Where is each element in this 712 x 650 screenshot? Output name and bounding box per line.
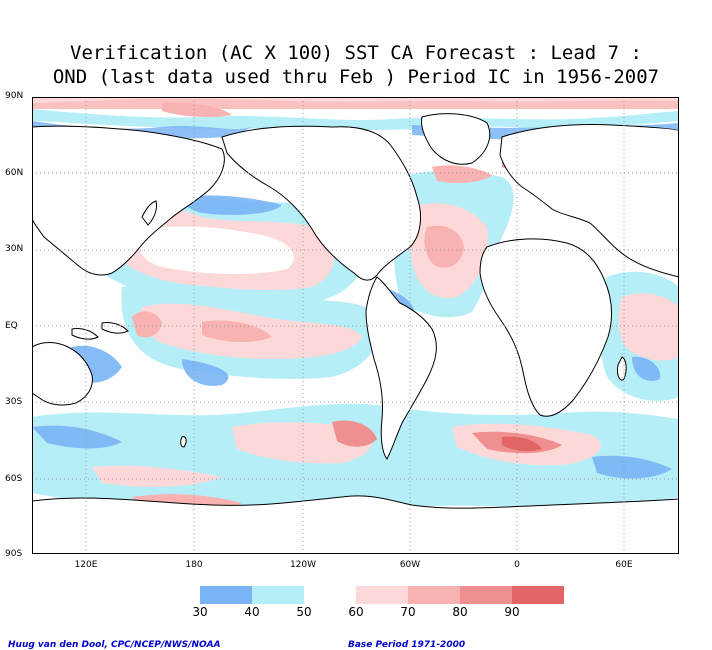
lat-label-60s: 60S xyxy=(5,474,23,484)
map-title-line-2: OND (last data used thru Feb ) Period IC… xyxy=(52,66,660,88)
lon-label-60e: 60E xyxy=(615,560,633,570)
lon-label-180: 180 xyxy=(185,560,203,570)
legend-swatch-0 xyxy=(200,586,252,604)
legend-swatch-2 xyxy=(304,586,356,604)
legend-label-30: 30 xyxy=(192,605,208,619)
legend-swatch-5 xyxy=(460,586,512,604)
color-scale-legend xyxy=(200,586,564,604)
footer-base-period: Base Period 1971-2000 xyxy=(348,640,466,650)
tropical-pacific-anomalies xyxy=(67,285,380,386)
legend-label-60: 60 xyxy=(348,605,364,619)
map-title-line-1: Verification (AC X 100) SST CA Forecast … xyxy=(70,42,642,64)
world-map-panel xyxy=(32,97,679,554)
footer-credit: Huug van den Dool, CPC/NCEP/NWS/NOAA xyxy=(8,640,221,650)
legend-swatch-3 xyxy=(356,586,408,604)
lon-label-0: 0 xyxy=(514,560,520,570)
lon-label-120e: 120E xyxy=(74,560,98,570)
legend-label-80: 80 xyxy=(452,605,468,619)
continent-outlines xyxy=(32,113,679,554)
legend-label-40: 40 xyxy=(244,605,260,619)
lat-label-30s: 30S xyxy=(5,397,23,407)
lon-label-120w: 120W xyxy=(289,560,317,570)
lat-label-90n: 90N xyxy=(5,91,24,101)
legend-swatch-4 xyxy=(408,586,460,604)
map-graticule xyxy=(32,97,679,554)
legend-label-70: 70 xyxy=(400,605,416,619)
legend-swatch-1 xyxy=(252,586,304,604)
lat-label-60n: 60N xyxy=(5,168,24,178)
legend-label-90: 90 xyxy=(504,605,520,619)
lat-label-30n: 30N xyxy=(5,244,24,254)
legend-swatch-6 xyxy=(512,586,564,604)
legend-label-50: 50 xyxy=(296,605,312,619)
lon-label-60w: 60W xyxy=(399,560,421,570)
lat-label-eq: EQ xyxy=(5,321,18,331)
map-frame xyxy=(32,97,679,554)
indian-ocean-anomalies xyxy=(599,271,679,401)
lat-label-90s: 90S xyxy=(5,549,23,559)
